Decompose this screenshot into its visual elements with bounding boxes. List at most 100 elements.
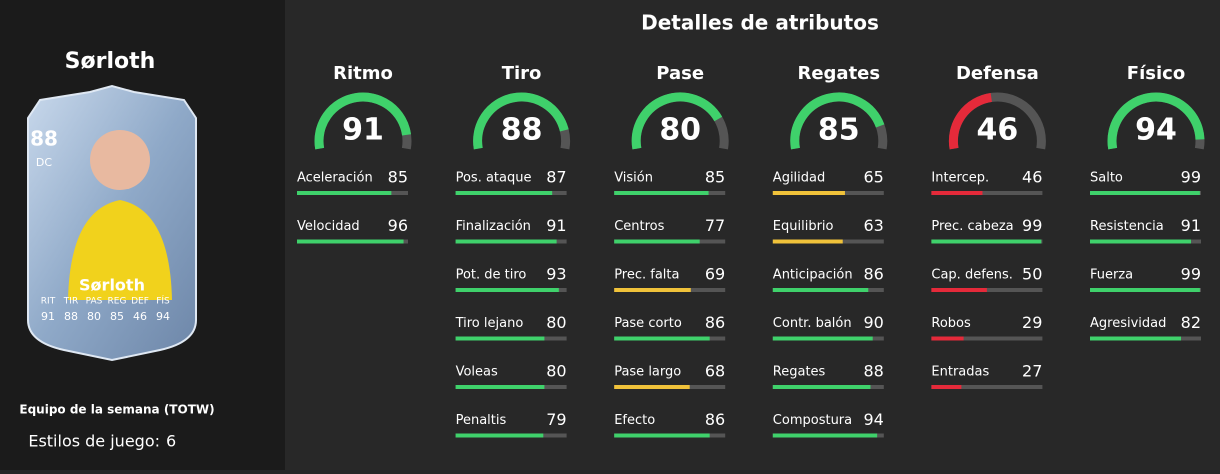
stat-bar [931,385,962,389]
category-rating: 91 [342,113,384,148]
stat-name: Intercep. [931,171,989,186]
stat-name: Robos [931,316,971,331]
stat-name: Contr. balón [773,316,852,331]
card-stat-value: 94 [156,310,170,323]
stat-bar [614,433,710,438]
stat-value: 86 [705,410,725,429]
stat-name: Cap. defens. [931,268,1013,283]
stat-value: 93 [546,265,566,284]
stat-value: 85 [705,168,725,187]
stat-bar [455,336,545,341]
category-name: Regates [797,63,880,84]
stat-bar [455,288,559,292]
stat-bar [931,191,983,195]
stat-name: Velocidad [297,219,360,234]
stat-value: 85 [388,168,408,187]
card-name: Sørloth [79,276,145,295]
stat-name: Efecto [614,413,655,428]
stat-name: Penaltis [456,413,507,428]
card-stat-label: REG [108,297,127,307]
stat-value: 88 [863,362,883,381]
stat-name: Regates [773,365,826,380]
stat-bar [455,385,545,389]
gauge-fill [631,92,723,150]
category-rating: 85 [818,113,860,148]
stat-value: 29 [1022,313,1042,332]
stat-name: Centros [614,219,664,234]
stat-bar [1090,239,1192,244]
stat-bar [297,191,392,195]
stat-bar [614,288,691,292]
gauge-fill [1107,92,1205,150]
stat-name: Prec. falta [614,268,679,283]
card-position: DC [36,156,52,169]
playstyles-label: Estilos de juego: [28,432,160,451]
stat-bar [772,191,845,195]
stat-bar [931,288,987,292]
stat-name: Pos. ataque [456,171,532,186]
gauge-fill [948,92,993,150]
stat-name: Compostura [773,413,852,428]
card-stat-label: RIT [41,297,56,307]
stat-bar [614,385,690,389]
stat-bar [455,239,557,244]
stat-bar [455,433,544,438]
card-stat-value: 88 [64,310,78,323]
stat-bar [1090,191,1200,195]
stat-name: Aceleración [297,171,373,186]
card-stat-label: DEF [131,297,149,307]
stat-value: 87 [546,168,566,187]
card-stat-value: 85 [110,310,124,323]
stat-value: 63 [863,216,883,235]
stat-name: Fuerza [1090,268,1133,283]
stat-value: 96 [388,216,408,235]
stat-value: 27 [1022,362,1042,381]
stat-name: Equilibrio [773,219,834,234]
category-name: Pase [656,63,704,84]
stat-bar-track [931,191,1043,195]
stat-name: Agresividad [1090,316,1166,331]
category-name: Ritmo [333,63,393,84]
stat-value: 79 [546,410,566,429]
stat-value: 68 [705,362,725,381]
stat-bar [1090,288,1200,292]
gauge-fill [314,92,412,150]
section-title: Detalles de atributos [641,11,879,35]
stat-value: 91 [546,216,566,235]
stat-value: 82 [1181,313,1201,332]
card-stat-value: 80 [87,310,101,323]
stat-name: Agilidad [773,171,825,186]
stat-value: 94 [863,410,883,429]
card-stat-label: PAS [86,297,103,307]
stat-bar [772,239,843,244]
category-name: Físico [1127,63,1185,84]
stat-name: Pase corto [614,316,682,331]
stat-value: 99 [1022,216,1042,235]
playstyles-value: 6 [166,432,176,451]
stat-bar [931,336,964,341]
stat-value: 86 [705,313,725,332]
promo: Equipo de la semana (TOTW) [19,403,214,417]
stat-name: Pot. de tiro [456,268,527,283]
category-rating: 80 [659,113,701,148]
stat-bar [772,288,869,292]
stat-bar-track [931,385,1043,389]
stat-value: 80 [546,313,566,332]
category-name: Tiro [502,63,542,84]
stat-name: Prec. cabeza [931,219,1013,234]
stat-bar-track [931,336,1043,341]
stat-name: Finalización [456,219,531,234]
stat-bar [614,191,709,195]
stat-value: 80 [546,362,566,381]
stat-bar [614,336,710,341]
stat-bar [455,191,553,195]
stat-name: Tiro lejano [455,316,524,331]
card-stat-value: 91 [41,310,55,323]
category-rating: 94 [1135,113,1177,148]
stat-name: Pase largo [614,365,681,380]
stat-value: 99 [1181,168,1201,187]
stat-bar [297,239,404,244]
right-panel [285,0,1220,470]
